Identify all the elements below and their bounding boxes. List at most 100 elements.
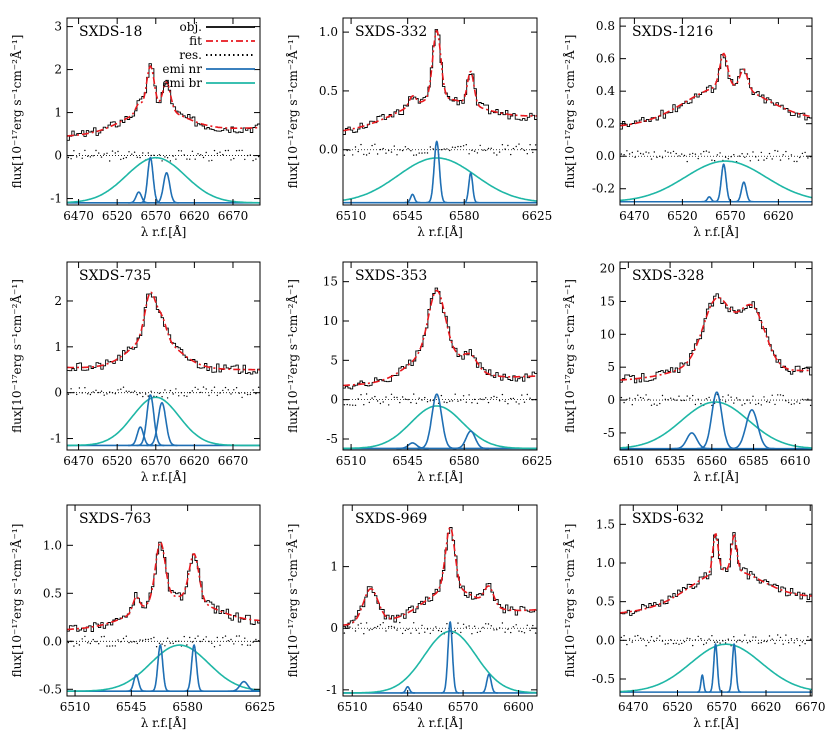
residual-point <box>249 393 251 396</box>
residual-point <box>473 150 476 152</box>
residual-point <box>645 151 647 153</box>
narrow-component-1 <box>697 673 708 693</box>
residual-point <box>521 630 523 633</box>
residual-point <box>213 149 216 152</box>
residual-point <box>227 389 229 391</box>
residual-point <box>249 644 251 646</box>
residual-point <box>429 632 431 635</box>
residual-point <box>357 624 359 626</box>
residual-point <box>639 396 642 399</box>
residual-point <box>161 160 163 162</box>
y-tick-label: 0.0 <box>596 633 615 647</box>
panel-sxds-632: 6470 6520 6570 6620 6670 -0.5 0.0 0.5 1.0 1.5 SXDS… <box>562 504 826 730</box>
x-tick-label: 6625 <box>522 209 553 223</box>
residual-point <box>136 642 138 645</box>
panel-sxds-332: 6510 6545 6580 6625 0.0 0.5 1.0 SXDS-332 λ r.f.[… <box>285 17 553 239</box>
x-tick-label: 6570 <box>448 700 479 714</box>
axes-frame <box>619 261 813 451</box>
residual-point <box>672 642 675 645</box>
residual-point <box>694 403 697 406</box>
residual-point <box>241 644 243 646</box>
residual-point <box>164 645 166 647</box>
y-tick-label: 0.4 <box>596 84 615 98</box>
x-axis-label: λ r.f.[Å] <box>141 715 187 730</box>
residual-point <box>343 632 346 634</box>
residual-point <box>238 149 240 152</box>
residual-point <box>501 622 504 624</box>
x-tick-label: 6560 <box>697 454 728 468</box>
x-tick-label: 6510 <box>60 700 91 714</box>
residual-point <box>752 395 754 397</box>
residual-point <box>620 153 623 155</box>
y-tick-label: 2 <box>54 63 62 77</box>
residual-point <box>131 641 133 643</box>
residual-point <box>496 629 498 631</box>
x-tick-label: 6580 <box>449 454 480 468</box>
panel-sxds-969: 6510 6540 6570 6600 -1 0 1 SXDS-969 λ r.f.[Å] flu… <box>285 504 538 730</box>
residual-point <box>768 635 771 637</box>
residual-point <box>708 151 710 153</box>
residual-point <box>194 158 196 160</box>
narrow-component-2 <box>150 643 170 692</box>
narrow-component-3 <box>463 172 479 204</box>
residual-point <box>532 624 534 627</box>
residual-point <box>510 153 512 156</box>
residual-point <box>487 147 490 150</box>
residual-point <box>749 402 751 404</box>
residual-point <box>219 151 221 153</box>
residual-point <box>153 636 155 639</box>
residual-point <box>117 150 119 153</box>
residual-point <box>399 401 401 404</box>
residual-point <box>172 642 174 645</box>
residual-point <box>479 398 481 400</box>
residual-point <box>790 403 793 405</box>
residual-point <box>446 401 448 404</box>
residual-point <box>460 631 462 634</box>
residual-point <box>727 158 729 160</box>
residual-point <box>724 642 727 644</box>
residual-point <box>637 634 639 637</box>
axes-frame <box>342 261 538 451</box>
residual-point <box>164 389 166 391</box>
residual-point <box>194 386 196 389</box>
residual-point <box>796 401 798 403</box>
y-tick-label: 20 <box>600 262 615 276</box>
narrow-component-3 <box>184 643 204 692</box>
residual-point <box>252 159 254 162</box>
residual-point <box>724 156 727 158</box>
residual-point <box>719 152 721 154</box>
narrow-component-2 <box>708 642 723 693</box>
residual-point <box>634 397 636 400</box>
residual-point <box>628 397 631 399</box>
residual-point <box>760 151 762 154</box>
residual-point <box>144 638 147 641</box>
residual-point <box>760 642 762 644</box>
residual-point <box>360 622 362 625</box>
residual-point <box>465 401 467 403</box>
y-tick-label: -5 <box>326 432 338 446</box>
residual-point <box>128 641 130 644</box>
observed-spectrum <box>620 532 812 616</box>
residual-point <box>667 151 669 153</box>
panel-title: SXDS-328 <box>632 268 704 284</box>
residual-point <box>777 150 779 152</box>
x-axis-label: λ r.f.[Å] <box>693 715 739 730</box>
residual-point <box>532 151 534 154</box>
residual-point <box>487 623 490 625</box>
residual-point <box>78 153 81 155</box>
residual-point <box>788 642 790 644</box>
residual-point <box>628 638 631 640</box>
residual-point <box>150 390 152 392</box>
residual-point <box>421 152 423 154</box>
residual-point <box>208 160 210 162</box>
residual-point <box>738 155 740 157</box>
residual-point <box>793 642 795 644</box>
residual-point <box>779 159 782 161</box>
residual-point <box>424 631 426 633</box>
fit-line <box>343 289 537 387</box>
residual-point <box>125 390 128 392</box>
panel-title: SXDS-18 <box>79 24 142 40</box>
residual-point <box>746 399 749 401</box>
residual-point <box>473 625 476 627</box>
